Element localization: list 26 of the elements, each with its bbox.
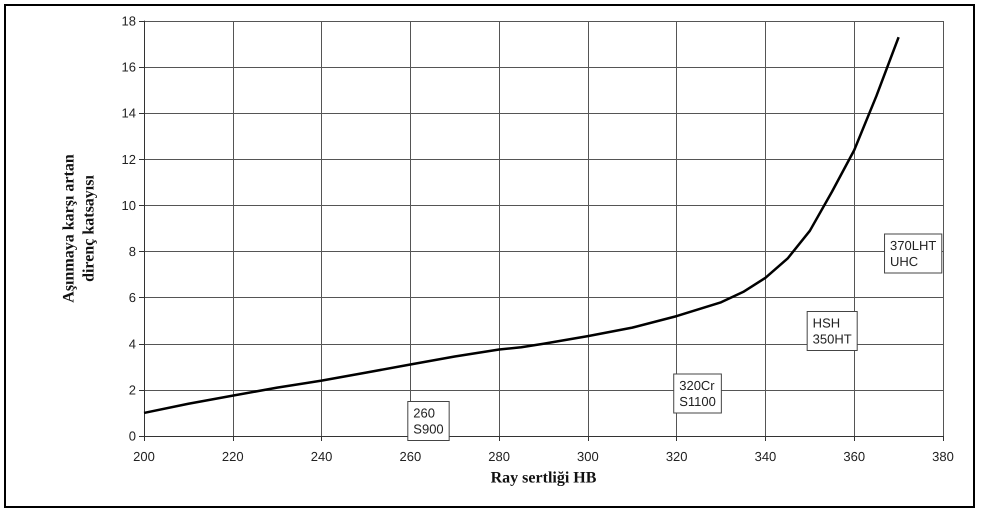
x-tick-label: 260 [399,449,422,464]
y-tick-label: 6 [128,290,136,306]
x-tick-label: 320 [666,449,688,464]
y-axis-title: Aşınmaya karşı artan direnç katsayısı [60,154,98,303]
x-tick-label: 240 [310,449,332,464]
y-tick-label: 0 [128,428,136,444]
y-tick-label: 10 [122,198,136,213]
annotation: 370LHT UHC [890,238,936,269]
y-tick-label: 16 [122,60,136,75]
annotation: 320Cr S1100 [679,378,716,409]
y-tick-label: 14 [122,106,136,121]
x-tick-label: 200 [133,449,155,464]
y-tick-label: 2 [128,382,136,398]
annotation: HSH 350HT [812,316,852,346]
annotation: 260 S900 [413,406,444,436]
x-tick-label: 220 [222,449,244,464]
x-tick-label: 280 [488,449,510,464]
x-tick-label: 360 [843,449,866,464]
x-axis-title: Ray sertliği HB [490,470,597,486]
y-tick-label: 4 [128,336,136,352]
x-tick-label: 340 [754,449,776,464]
y-tick-label: 8 [128,244,136,260]
y-tick-label: 12 [122,152,136,167]
x-tick-label: 300 [577,449,599,464]
y-tick-label: 18 [122,14,136,28]
x-tick-label: 380 [932,449,954,464]
